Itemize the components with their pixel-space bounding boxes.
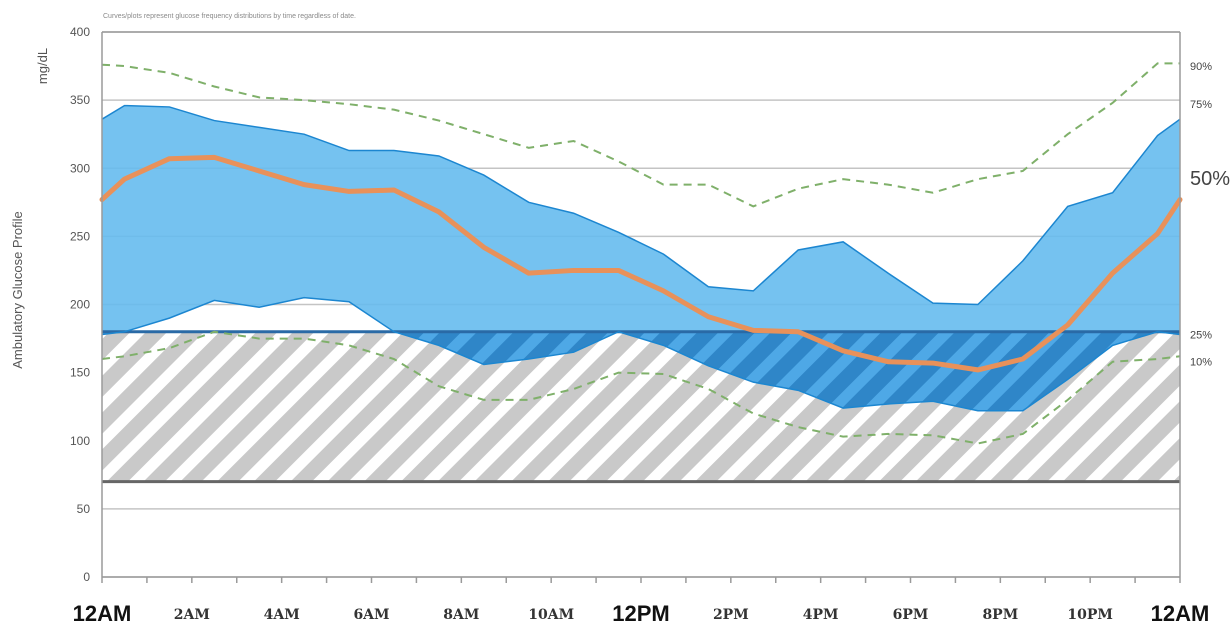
y-tick-label: 350 (70, 93, 90, 107)
x-tick-label: 2PM (713, 607, 749, 623)
y-tick-label: 300 (70, 161, 90, 175)
x-tick-label: 8AM (443, 607, 479, 623)
series-line-50pct (99, 154, 1183, 373)
series-line-10pct (101, 330, 1181, 445)
y-tick-label: 200 (70, 298, 90, 312)
y-tick-label: 0 (83, 570, 90, 584)
percentile-label-90pct: 90% (1190, 61, 1212, 73)
series-line-90pct (101, 62, 1180, 208)
series-line-25pct (101, 296, 1181, 412)
x-tick-label: 6AM (353, 607, 389, 623)
x-tick-label: 4PM (803, 607, 839, 623)
y-tick-label: 400 (70, 25, 90, 39)
percentile-label-10pct: 10% (1190, 357, 1212, 369)
y-tick-label: 50 (77, 502, 91, 516)
x-tick-label: 2AM (174, 607, 210, 623)
axis-layer: 12AM 2AM 4AM 6AM 8AM 10AM 12PM 2PM 4PM 6PM 8PM 10PM… (73, 31, 1210, 626)
y-axis-unit: mg/dL (35, 48, 50, 84)
x-tick-label: 12PM (612, 601, 669, 626)
x-tick-label: 12AM (73, 601, 132, 626)
percentile-label-25pct: 25% (1190, 329, 1212, 341)
y-tick-label: 100 (70, 434, 90, 448)
y-axis-label: Ambulatory Glucose Profile (10, 211, 25, 369)
x-tick-label: 12AM (1151, 601, 1210, 626)
chart-note: Curves/plots represent glucose frequency… (103, 13, 356, 20)
x-tick-label: 10PM (1067, 607, 1113, 623)
series-line-75pct (101, 104, 1181, 306)
percentile-line-layer (99, 62, 1183, 445)
y-tick-label: 250 (70, 229, 90, 243)
x-tick-label: 4AM (264, 607, 300, 623)
percentile-label-75pct: 75% (1190, 99, 1212, 111)
y-tick-label: 150 (70, 366, 90, 380)
x-tick-label: 10AM (528, 607, 574, 623)
percentile-label-50pct: 50% (1190, 168, 1230, 190)
x-tick-label: 8PM (982, 607, 1018, 623)
percentile-label-layer: 90% 75% 50% 25% 10% (1190, 61, 1230, 369)
x-tick-label: 6PM (893, 607, 929, 623)
